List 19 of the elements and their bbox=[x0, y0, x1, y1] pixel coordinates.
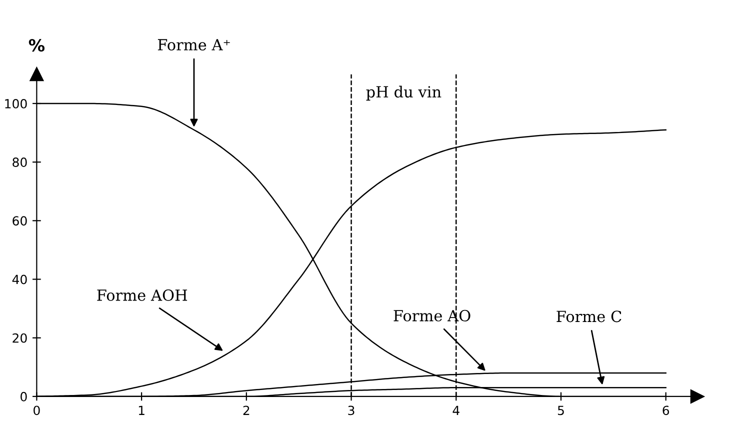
annotation: Forme AOH bbox=[97, 289, 188, 301]
x-tick-label: 1 bbox=[138, 406, 144, 415]
x-tick-label: 0 bbox=[34, 406, 40, 416]
y-tick-label: 40 bbox=[12, 274, 27, 284]
x-tick-label: 3 bbox=[348, 406, 354, 416]
y-tick-label: 100 bbox=[5, 98, 27, 108]
x-tick-label: 4 bbox=[452, 406, 460, 415]
annotation: pH du vin bbox=[366, 86, 442, 101]
y-tick-label: 80 bbox=[12, 158, 27, 168]
annotation: Forme C bbox=[556, 310, 622, 322]
y-tick-label: 0 bbox=[20, 392, 27, 402]
y-tick-label: 20 bbox=[12, 333, 27, 343]
annotation: Forme AO bbox=[394, 310, 470, 322]
y-tick-label: 60 bbox=[12, 216, 27, 226]
x-tick-label: 6 bbox=[662, 406, 670, 416]
x-tick-label: 2 bbox=[243, 406, 250, 415]
x-tick-label: 5 bbox=[558, 406, 564, 416]
y-axis-title: % bbox=[28, 39, 45, 52]
annotation: Forme A⁺ bbox=[158, 39, 230, 51]
